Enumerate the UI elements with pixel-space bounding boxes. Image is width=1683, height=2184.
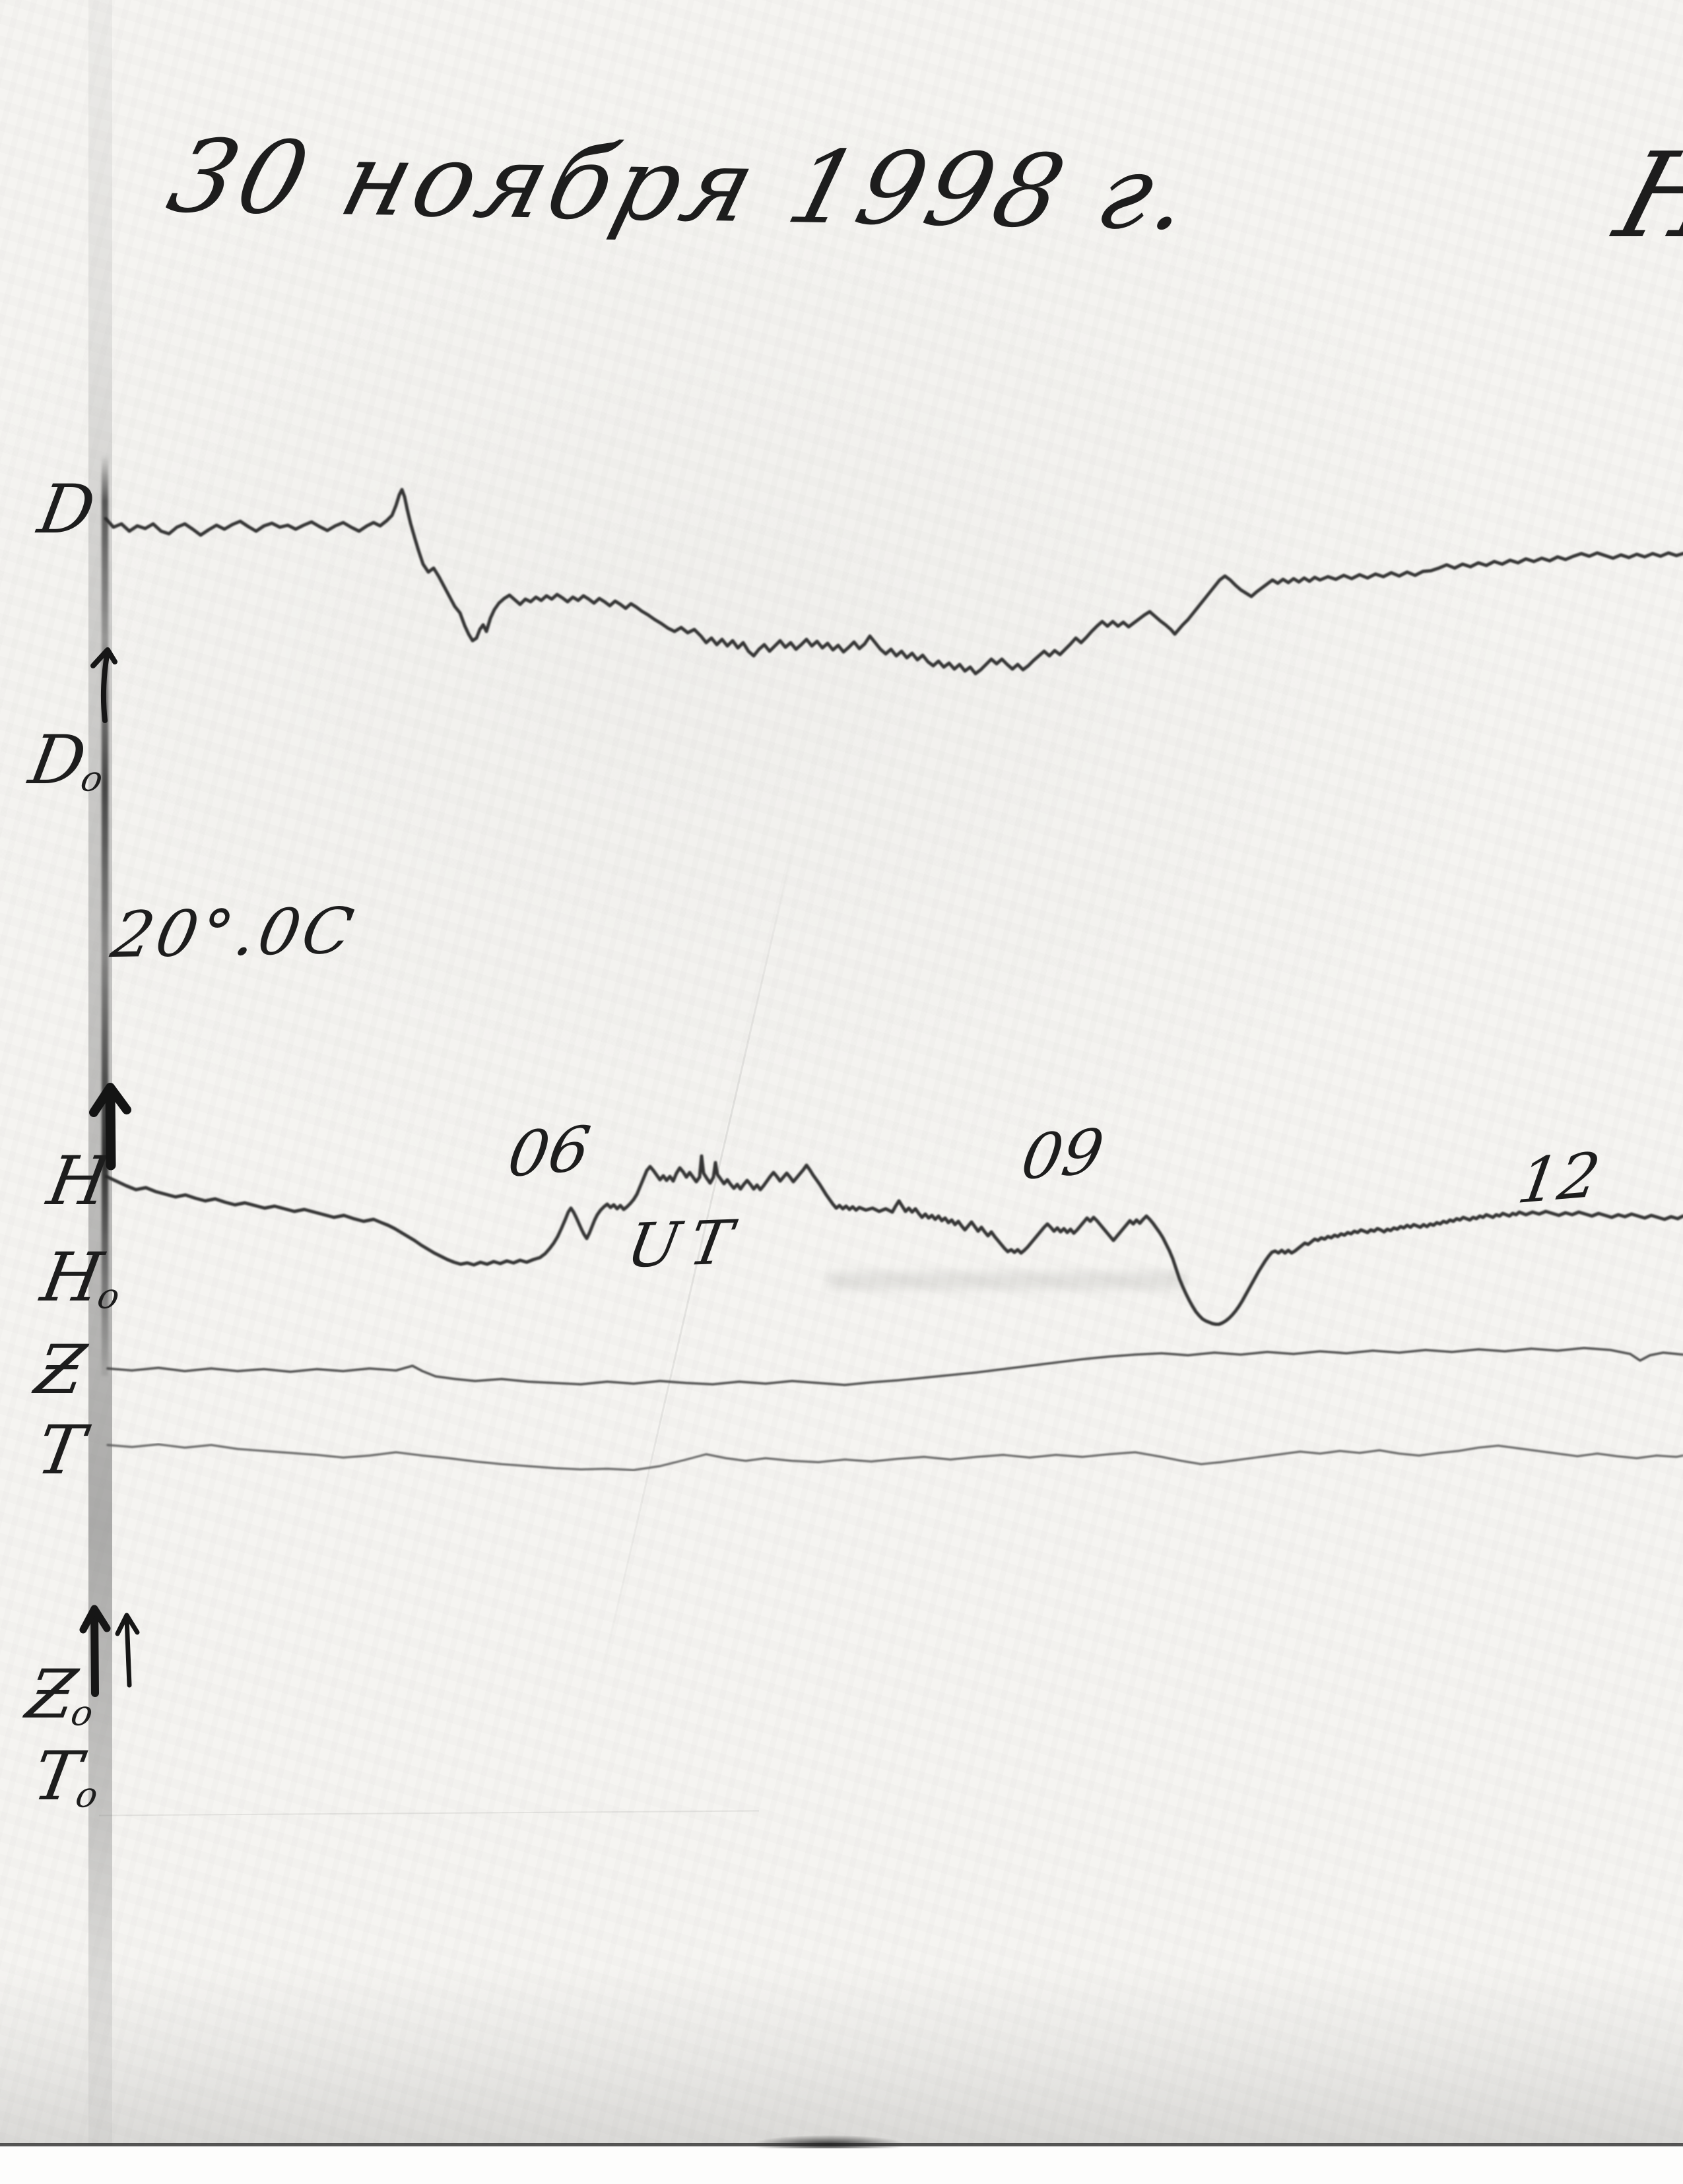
d-scale-up-arrow-icon — [90, 647, 117, 723]
trace-z — [106, 1347, 1683, 1386]
bottom-edge-smudge — [752, 2135, 904, 2148]
trace-h — [104, 1154, 1683, 1326]
z-t-scale-double-up-arrow-icon — [79, 1605, 140, 1697]
hour-label-12: 12 — [1513, 1139, 1605, 1219]
label-d0: Do — [24, 721, 112, 800]
trace-d — [104, 488, 1683, 676]
hour-label-09: 09 — [1016, 1115, 1109, 1195]
trace-t — [106, 1443, 1683, 1471]
hour-label-06: 06 — [503, 1112, 595, 1192]
bottom-scan-margin — [0, 2146, 1683, 2184]
page-title: 30 ноября 1998 г. — [157, 117, 1208, 253]
label-h0: Ho — [36, 1238, 129, 1317]
label-t0: To — [28, 1737, 107, 1816]
h-scale-up-arrow-icon — [89, 1083, 131, 1171]
time-axis-label-ut: UT — [622, 1207, 748, 1281]
temperature-label: 20°.0C — [106, 893, 362, 973]
